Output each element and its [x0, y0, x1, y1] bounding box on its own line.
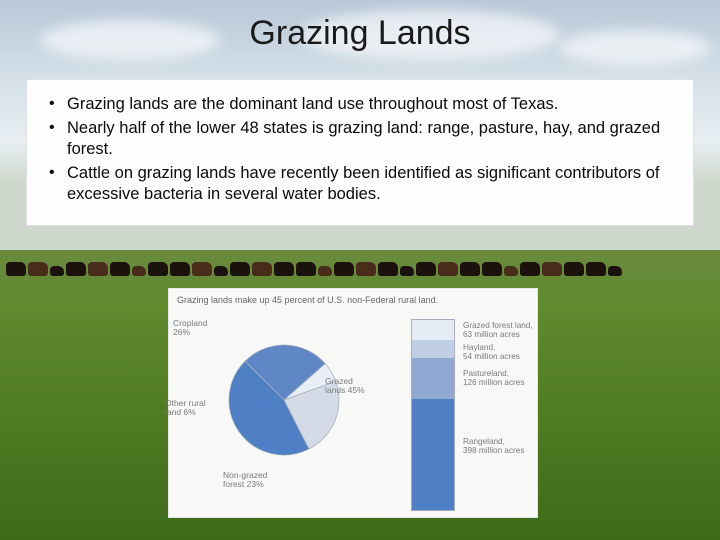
bar-segment-label: Pastureland,126 million acres: [463, 369, 524, 387]
bar-segment-label: Hayland,54 million acres: [463, 343, 520, 361]
pie-slice-label: Non-grazedforest 23%: [223, 471, 267, 490]
pie-chart: [225, 341, 343, 459]
bar-segment: [411, 399, 455, 511]
page-title: Grazing Lands: [0, 0, 720, 53]
pie-slice-label: Grazedlands 45%: [325, 377, 365, 396]
chart-panel: Grazing lands make up 45 percent of U.S.…: [168, 288, 538, 518]
bar-segment-label: Rangeland,398 million acres: [463, 437, 524, 455]
chart-title: Grazing lands make up 45 percent of U.S.…: [169, 289, 537, 307]
bar-segment-label: Grazed forest land,63 million acres: [463, 321, 533, 339]
cattle-silhouettes: [0, 248, 720, 276]
bar-segment: [411, 358, 455, 400]
bullet-box: Grazing lands are the dominant land use …: [26, 79, 694, 226]
bullet-list: Grazing lands are the dominant land use …: [35, 94, 675, 206]
bullet-item: Cattle on grazing lands have recently be…: [35, 163, 675, 205]
pie-slice-label: Other ruralland 6%: [165, 399, 206, 418]
bullet-item: Grazing lands are the dominant land use …: [35, 94, 675, 115]
chart-area: Cropland26%Other ruralland 6%Non-grazedf…: [169, 313, 537, 517]
pie-slice-label: Cropland26%: [173, 319, 208, 338]
bar-segment: [411, 319, 455, 340]
bullet-item: Nearly half of the lower 48 states is gr…: [35, 118, 675, 160]
bar-segment: [411, 340, 455, 358]
stacked-bar: [411, 319, 455, 511]
